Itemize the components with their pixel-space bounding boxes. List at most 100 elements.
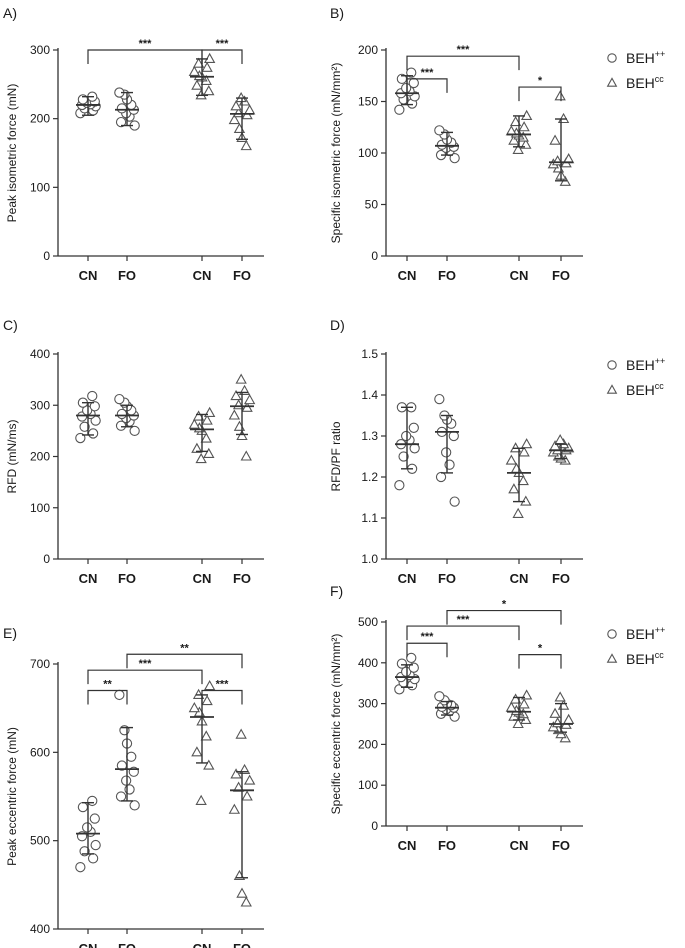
data-point-circle [77,801,89,813]
data-point-triangle [241,790,253,801]
data-point-triangle [512,143,524,154]
significance-bracket [201,689,243,705]
data-point-circle [406,652,417,664]
x-category-label: CN [79,941,98,948]
y-tick-label: 200 [358,737,378,751]
x-category-label: CN [510,571,529,586]
significance-label: *** [421,631,435,643]
data-point-triangle [195,794,207,805]
legend-label: BEH++ [626,49,665,66]
legend-label-name: BEH [626,382,655,398]
panel-label: A) [3,5,17,21]
data-point-triangle [188,702,201,713]
data-point-circle [400,430,412,442]
data-point-triangle [203,52,216,63]
data-point-circle [449,496,460,507]
data-point-triangle [191,746,203,757]
x-category-label: CN [398,268,417,283]
data-point-triangle [235,728,247,739]
data-point-triangle [191,79,203,90]
x-category-label: CN [510,268,529,283]
x-category-label: CN [398,838,417,853]
y-tick-label: 300 [358,697,378,711]
data-point-triangle [188,65,201,77]
data-point-triangle [518,698,530,709]
data-point-triangle [554,90,566,101]
y-tick-label: 500 [358,615,378,629]
y-tick-label: 100 [30,501,50,515]
data-point-triangle [510,462,523,473]
data-point-triangle [509,442,522,453]
data-point-triangle [191,442,203,453]
legend-label: BEH++ [626,356,665,373]
data-point-circle [449,152,460,164]
y-tick-label: 1.4 [361,388,378,402]
data-point-circle [394,104,405,115]
data-point-triangle [557,699,570,710]
data-point-triangle [195,452,207,464]
data-point-circle [408,422,419,433]
data-point-circle [129,800,140,811]
data-point-triangle [203,447,215,458]
data-point-triangle [192,57,205,68]
significance-bracket [518,86,562,102]
significance-bracket [87,49,203,64]
data-point-triangle [243,104,256,115]
data-point-circle [82,822,93,833]
data-point-circle [115,116,127,128]
significance-bracket [406,78,448,93]
data-point-triangle [203,759,215,770]
data-point-circle [75,432,86,444]
data-point-triangle [240,896,252,907]
y-tick-label: 1.0 [361,552,378,566]
panel-label: D) [330,317,345,333]
x-category-label: CN [79,571,98,586]
data-point-triangle [188,418,201,429]
x-category-label: CN [193,941,212,948]
data-point-triangle [518,121,530,132]
data-point-triangle [201,694,213,706]
y-axis-label: Peak isometric force (mN) [5,84,19,223]
data-point-triangle [192,688,205,699]
x-category-label: FO [552,571,570,586]
legend-marker-triangle [606,653,618,663]
legend-label-superscript: ++ [655,625,666,635]
data-point-circle [434,393,445,405]
data-point-triangle [233,420,246,431]
x-category-label: FO [118,268,136,283]
y-tick-label: 100 [358,778,378,792]
significance-label: ** [180,642,189,654]
y-axis-label: Specific isometric force (mN/mm²) [329,63,343,244]
significance-label: *** [139,38,153,50]
significance-label: *** [139,658,153,670]
data-point-triangle [200,730,212,741]
data-point-triangle [512,507,524,518]
data-point-triangle [236,887,248,898]
data-point-circle [129,425,140,437]
data-point-circle [115,791,127,802]
data-point-circle [406,67,417,78]
data-point-circle [394,480,405,491]
data-point-circle [79,421,90,432]
significance-label: * [538,75,543,87]
y-tick-label: 1.5 [361,347,378,361]
data-point-circle [398,451,409,462]
data-point-triangle [554,691,566,702]
data-point-circle [396,658,408,669]
data-point-triangle [518,446,530,457]
x-category-label: CN [398,571,417,586]
legend-label-superscript: ++ [655,356,666,366]
significance-label: *** [457,44,471,56]
significance-bracket [87,669,203,685]
x-category-label: FO [233,571,251,586]
data-point-circle [87,390,98,402]
x-category-label: FO [438,838,456,853]
data-point-circle [121,775,132,786]
x-category-label: FO [118,571,136,586]
legend-label-name: BEH [626,357,655,373]
data-point-circle [75,862,86,873]
y-tick-label: 200 [30,112,50,126]
y-tick-label: 200 [358,43,378,57]
y-tick-label: 1.2 [361,470,378,484]
data-point-triangle [192,410,205,421]
